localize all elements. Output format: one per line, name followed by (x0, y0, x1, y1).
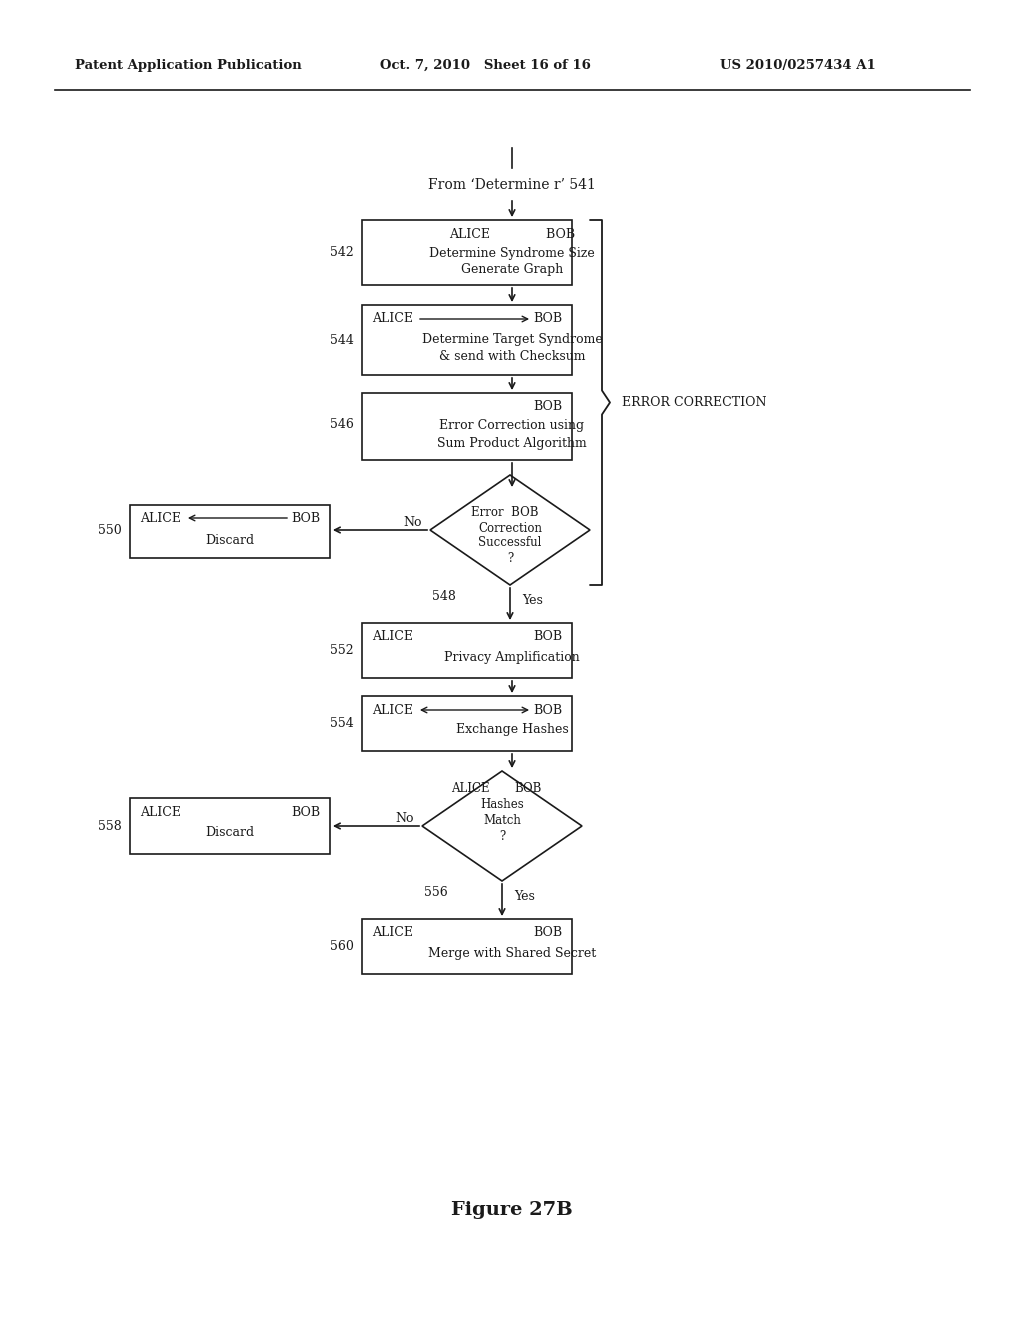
Text: ALICE: ALICE (372, 704, 413, 717)
Text: ALICE: ALICE (372, 927, 413, 940)
Text: Determine Syndrome Size: Determine Syndrome Size (429, 247, 595, 260)
Text: ALICE: ALICE (372, 631, 413, 644)
Text: 554: 554 (331, 717, 354, 730)
Text: Yes: Yes (522, 594, 543, 606)
Text: US 2010/0257434 A1: US 2010/0257434 A1 (720, 58, 876, 71)
Text: Determine Target Syndrome: Determine Target Syndrome (422, 334, 602, 346)
Text: Hashes: Hashes (480, 797, 524, 810)
Text: No: No (395, 812, 414, 825)
Text: Patent Application Publication: Patent Application Publication (75, 58, 302, 71)
Bar (362, 623, 572, 678)
Polygon shape (422, 771, 582, 880)
Text: Correction: Correction (478, 521, 542, 535)
Text: 556: 556 (424, 887, 447, 899)
Bar (362, 696, 572, 751)
Text: Oct. 7, 2010   Sheet 16 of 16: Oct. 7, 2010 Sheet 16 of 16 (380, 58, 591, 71)
Bar (130, 799, 330, 854)
Text: No: No (403, 516, 422, 528)
Text: Merge with Shared Secret: Merge with Shared Secret (428, 946, 596, 960)
Bar (362, 919, 572, 974)
Text: Discard: Discard (206, 825, 255, 838)
Text: ALICE: ALICE (372, 313, 413, 326)
Text: Generate Graph: Generate Graph (461, 263, 563, 276)
Text: Sum Product Algorithm: Sum Product Algorithm (437, 437, 587, 450)
Text: BOB: BOB (532, 927, 562, 940)
Text: Yes: Yes (514, 890, 535, 903)
Text: Discard: Discard (206, 533, 255, 546)
Text: 550: 550 (98, 524, 122, 537)
Text: BOB: BOB (532, 313, 562, 326)
Text: 552: 552 (331, 644, 354, 657)
Text: 546: 546 (330, 418, 354, 432)
Bar (130, 506, 330, 558)
Text: Error Correction using: Error Correction using (439, 418, 585, 432)
Text: Figure 27B: Figure 27B (452, 1201, 572, 1218)
Text: 542: 542 (331, 246, 354, 259)
Bar (362, 305, 572, 375)
Text: ALICE: ALICE (452, 781, 490, 795)
Text: ALICE: ALICE (140, 511, 181, 524)
Text: From ‘Determine r’ 541: From ‘Determine r’ 541 (428, 178, 596, 191)
Text: 558: 558 (98, 820, 122, 833)
Bar (362, 393, 572, 459)
Text: BOB: BOB (532, 631, 562, 644)
Text: 560: 560 (330, 940, 354, 953)
Text: ERROR CORRECTION: ERROR CORRECTION (622, 396, 767, 409)
Text: Successful: Successful (478, 536, 542, 549)
Text: ?: ? (507, 552, 513, 565)
Text: BOB: BOB (291, 511, 319, 524)
Text: BOB: BOB (532, 400, 562, 413)
Text: BOB: BOB (532, 704, 562, 717)
Text: ?: ? (499, 829, 505, 842)
Text: BOB: BOB (514, 781, 542, 795)
Bar (362, 220, 572, 285)
Text: ALICE              BOB: ALICE BOB (449, 227, 575, 240)
Text: BOB: BOB (291, 805, 319, 818)
Text: Privacy Amplification: Privacy Amplification (444, 651, 580, 664)
Text: Error  BOB: Error BOB (471, 507, 539, 520)
Text: & send with Checksum: & send with Checksum (438, 351, 586, 363)
Text: 544: 544 (330, 334, 354, 346)
Text: Match: Match (483, 813, 521, 826)
Text: ALICE: ALICE (140, 805, 181, 818)
Polygon shape (430, 475, 590, 585)
Text: 548: 548 (432, 590, 456, 603)
Text: Exchange Hashes: Exchange Hashes (456, 723, 568, 737)
